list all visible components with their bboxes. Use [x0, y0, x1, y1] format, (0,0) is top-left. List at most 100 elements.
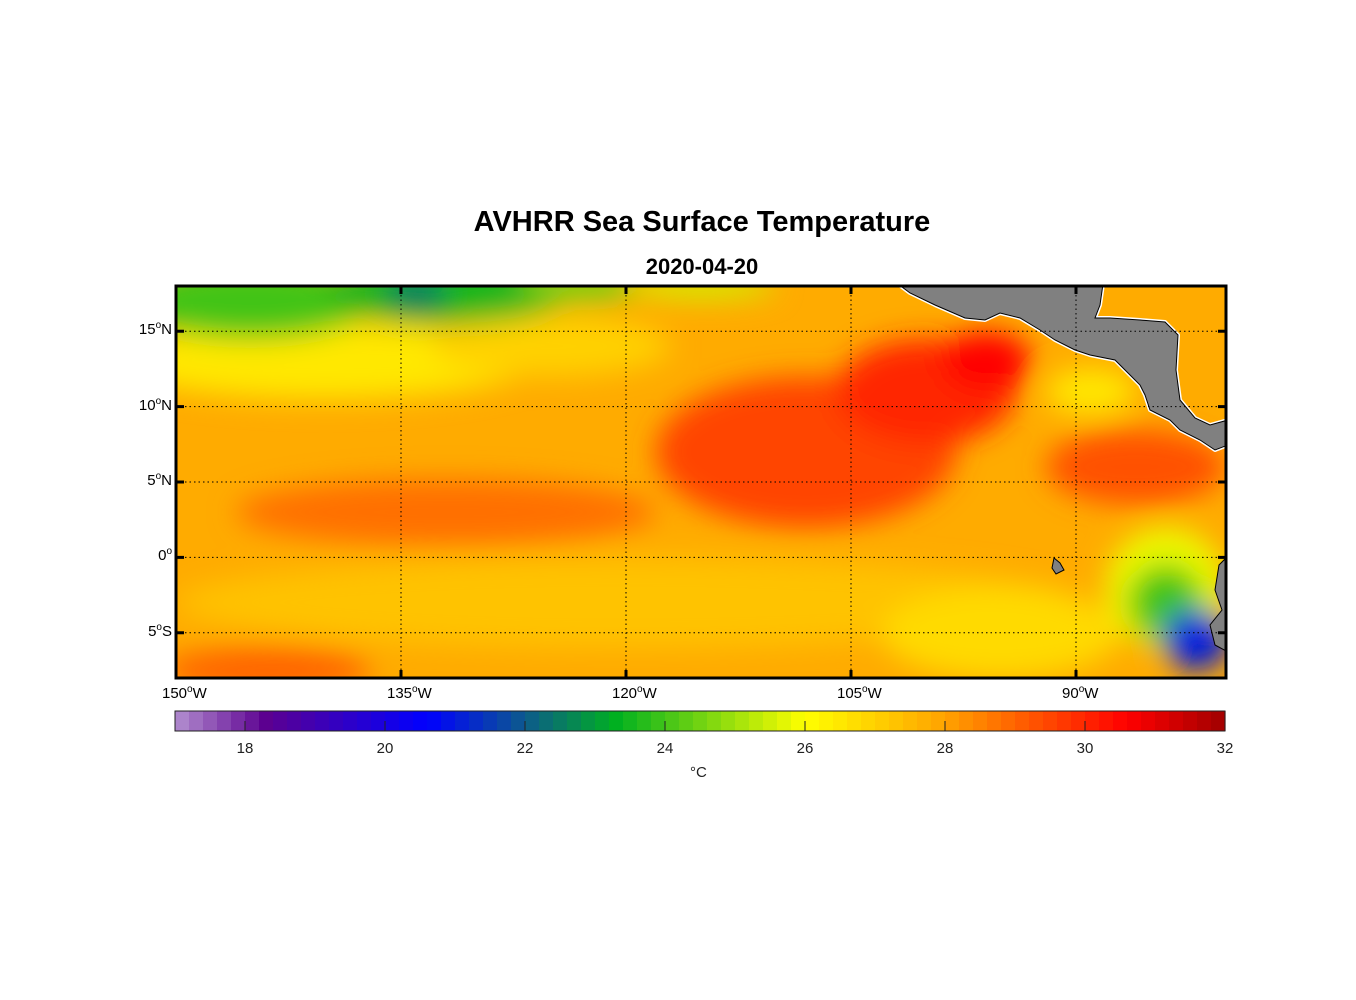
lon-tick-label: 150oW — [162, 684, 207, 702]
colorbar-segment — [945, 711, 960, 731]
colorbar-segment — [455, 711, 470, 731]
colorbar-segment — [763, 711, 778, 731]
colorbar-tick-label: 32 — [1216, 740, 1234, 757]
colorbar-segment — [1085, 711, 1100, 731]
sst-region-12 — [1046, 368, 1136, 415]
colorbar-segment — [651, 711, 666, 731]
lat-tick-label: 15oN — [138, 320, 172, 339]
colorbar-segment — [1099, 711, 1114, 731]
colorbar-segment — [1141, 711, 1156, 731]
colorbar-tick-label: 22 — [516, 740, 534, 757]
colorbar-segment — [595, 711, 610, 731]
lon-tick-label: 120oW — [612, 684, 657, 702]
colorbar-segment — [371, 711, 386, 731]
colorbar-unit: °C — [690, 764, 707, 781]
colorbar-tick-label: 30 — [1076, 740, 1094, 757]
colorbar-segment — [1127, 711, 1142, 731]
colorbar-segment — [413, 711, 428, 731]
colorbar-segment — [1029, 711, 1044, 731]
colorbar-segment — [1183, 711, 1198, 731]
colorbar-segment — [217, 711, 232, 731]
colorbar-segment — [329, 711, 344, 731]
colorbar-tick-label: 18 — [236, 740, 254, 757]
colorbar-tick-label: 26 — [796, 740, 814, 757]
colorbar-segment — [959, 711, 974, 731]
sst-map — [174, 284, 1228, 680]
colorbar-segment — [735, 711, 750, 731]
colorbar-segment — [861, 711, 876, 731]
colorbar-segment — [819, 711, 834, 731]
colorbar-segment — [259, 711, 274, 731]
colorbar-segment — [623, 711, 638, 731]
colorbar-segment — [833, 711, 848, 731]
colorbar-segment — [553, 711, 568, 731]
colorbar-segment — [609, 711, 624, 731]
colorbar-segment — [1211, 711, 1226, 731]
colorbar-tick-label: 24 — [656, 740, 674, 757]
sst-region-14 — [176, 647, 371, 678]
colorbar-segment — [441, 711, 456, 731]
sst-region-1 — [431, 316, 671, 377]
map-title: AVHRR Sea Surface Temperature — [473, 206, 931, 238]
colorbar-segment — [707, 711, 722, 731]
colorbar-segment — [175, 711, 190, 731]
colorbar — [174, 710, 1226, 732]
sst-region-2 — [176, 286, 371, 339]
colorbar-segment — [1197, 711, 1212, 731]
colorbar-segment — [343, 711, 358, 731]
sst-region-13 — [176, 557, 1076, 648]
colorbar-segment — [1001, 711, 1016, 731]
colorbar-segment — [301, 711, 316, 731]
colorbar-segment — [637, 711, 652, 731]
colorbar-segment — [315, 711, 330, 731]
sst-region-10 — [941, 331, 1031, 392]
colorbar-segment — [805, 711, 820, 731]
lon-tick-label: 90oW — [1062, 684, 1099, 702]
colorbar-segment — [721, 711, 736, 731]
colorbar-segment — [357, 711, 372, 731]
land-galapagos — [1051, 557, 1065, 575]
map-date: 2020-04-20 — [645, 254, 759, 279]
colorbar-segment — [469, 711, 484, 731]
colorbar-segment — [189, 711, 204, 731]
colorbar-segment — [987, 711, 1002, 731]
colorbar-segment — [399, 711, 414, 731]
map-frame — [174, 284, 1228, 680]
colorbar-segment — [1155, 711, 1170, 731]
land — [897, 286, 1226, 652]
colorbar-segment — [581, 711, 596, 731]
colorbar-segment — [497, 711, 512, 731]
colorbar-segment — [273, 711, 288, 731]
colorbar-segment — [931, 711, 946, 731]
colorbar-segment — [1057, 711, 1072, 731]
colorbar-segment — [287, 711, 302, 731]
colorbar-tick-label: 28 — [936, 740, 954, 757]
colorbar-segment — [483, 711, 498, 731]
colorbar-segment — [917, 711, 932, 731]
colorbar-segment — [511, 711, 526, 731]
colorbar-segment — [427, 711, 442, 731]
colorbar-segment — [525, 711, 540, 731]
colorbar-segment — [777, 711, 792, 731]
colorbar-tick-label: 20 — [376, 740, 394, 757]
colorbar-segment — [791, 711, 806, 731]
sst-region-6 — [626, 286, 776, 299]
lat-tick-label: 5oN — [147, 471, 172, 489]
lat-tick-label: 0o — [158, 546, 172, 565]
colorbar-segment — [203, 711, 218, 731]
colorbar-segment — [567, 711, 582, 731]
lat-tick-label: 5oS — [148, 621, 172, 640]
colorbar-segment — [847, 711, 862, 731]
colorbar-segment — [903, 711, 918, 731]
colorbar-segment — [889, 711, 904, 731]
sst-region-3 — [326, 286, 566, 324]
lon-tick-label: 105oW — [837, 684, 882, 702]
colorbar-segment — [665, 711, 680, 731]
lat-tick-label: 10oN — [138, 395, 172, 414]
colorbar-segment — [539, 711, 554, 731]
colorbar-segment — [875, 711, 890, 731]
colorbar-segment — [245, 711, 260, 731]
colorbar-segment — [1169, 711, 1184, 731]
colorbar-segment — [1015, 711, 1030, 731]
colorbar-segment — [693, 711, 708, 731]
